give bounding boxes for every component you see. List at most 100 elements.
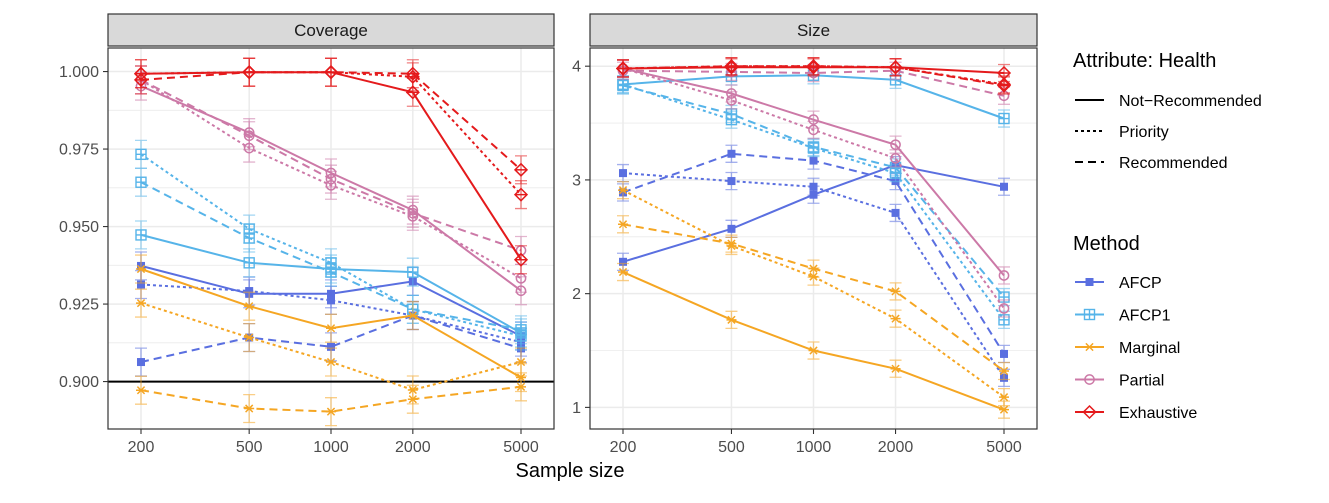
series-line (140, 314, 522, 363)
data-point (135, 229, 147, 241)
data-point (998, 303, 1010, 314)
data-point (890, 364, 901, 373)
data-point (619, 169, 627, 178)
data-point (407, 395, 418, 404)
data-point (618, 220, 628, 229)
legend-key-marker (1083, 308, 1096, 321)
legend-label: Not−Recommended (1119, 93, 1262, 110)
y-tick-label: 4 (572, 59, 581, 76)
data-point (513, 252, 529, 267)
data-point (136, 299, 146, 308)
error-bar (725, 91, 738, 110)
data-point (999, 366, 1009, 376)
data-point (326, 324, 336, 333)
data-point (325, 173, 337, 185)
data-point (242, 65, 257, 80)
series-line (140, 79, 522, 252)
series-marginal-not-recommended (617, 262, 1010, 419)
legend-label: Recommended (1119, 155, 1228, 172)
data-point (996, 78, 1012, 93)
series-line (140, 71, 522, 196)
strip-background (107, 13, 555, 47)
data-point (998, 270, 1010, 281)
x-tick-label: 200 (128, 439, 155, 456)
legend-label: AFCP (1119, 275, 1162, 292)
data-point (243, 232, 255, 244)
data-point (808, 264, 819, 273)
data-point (1000, 182, 1008, 191)
series-line (622, 67, 1005, 309)
data-point (890, 314, 901, 323)
legend-label: Priority (1119, 124, 1169, 141)
y-tick-label: 0.975 (59, 142, 99, 159)
series-group (133, 57, 529, 427)
data-point (513, 162, 529, 177)
legend-title-method: Method (1073, 233, 1140, 255)
data-point (244, 404, 255, 413)
x-tick-label: 2000 (395, 439, 431, 456)
series-line (140, 283, 522, 344)
data-point (513, 187, 529, 202)
x-tick-label: 500 (236, 439, 263, 456)
series-marginal-priority (135, 288, 527, 405)
strip-label: Size (797, 21, 830, 40)
data-point (890, 152, 901, 164)
data-point (244, 333, 255, 342)
data-point (327, 342, 335, 351)
series-line (622, 69, 1005, 97)
x-tick-label: 5000 (986, 439, 1022, 456)
series-exhaustive-recommended (615, 57, 1012, 95)
series-group (615, 57, 1012, 419)
data-point (135, 148, 147, 161)
x-tick-label: 2000 (878, 439, 914, 456)
data-point (809, 182, 818, 191)
data-point (726, 94, 737, 106)
legend-label: AFCP1 (1119, 308, 1171, 325)
data-point (407, 266, 419, 278)
data-point (615, 61, 631, 76)
series-exhaustive-recommended (133, 57, 529, 185)
x-tick-label: 5000 (503, 439, 539, 456)
series-line (622, 67, 1005, 277)
data-point (806, 59, 821, 74)
data-point (327, 296, 335, 305)
data-point (809, 156, 818, 165)
data-point (243, 130, 255, 142)
legend-label: Exhaustive (1119, 405, 1197, 422)
data-point (326, 357, 336, 367)
data-point (137, 358, 145, 367)
data-point (515, 324, 527, 336)
panel-coverage: Coverage 0.900 0.925 0.950 0.975 1.000 200 500 1… (59, 13, 555, 456)
data-point (891, 208, 900, 217)
y-tick-label: 0.900 (59, 374, 99, 391)
data-point (516, 357, 526, 367)
data-point (137, 280, 145, 289)
data-point (999, 393, 1009, 402)
legend-key-marker (1084, 374, 1095, 385)
data-point (999, 405, 1009, 414)
legend-key-marker (1085, 278, 1094, 286)
data-point (726, 239, 737, 248)
data-point (405, 66, 420, 81)
data-point (326, 407, 336, 416)
error-bar (889, 149, 902, 168)
series-marginal-not-recommended (135, 254, 527, 393)
data-point (890, 287, 901, 296)
data-point (618, 186, 628, 195)
series-line (140, 71, 522, 171)
y-tick-label: 0.925 (59, 297, 99, 314)
data-point (407, 311, 418, 320)
data-point (407, 207, 419, 219)
x-tick-label: 1000 (796, 439, 832, 456)
series-marginal-priority (617, 180, 1010, 407)
x-tick-label: 1000 (313, 439, 349, 456)
data-point (243, 257, 255, 269)
legend-label: Partial (1119, 373, 1164, 390)
y-tick-label: 1.000 (59, 64, 99, 81)
data-point (618, 267, 628, 277)
error-bar (998, 299, 1010, 318)
data-point (244, 302, 255, 311)
data-point (727, 177, 736, 186)
legend-title-line: Attribute: Health (1073, 50, 1216, 72)
